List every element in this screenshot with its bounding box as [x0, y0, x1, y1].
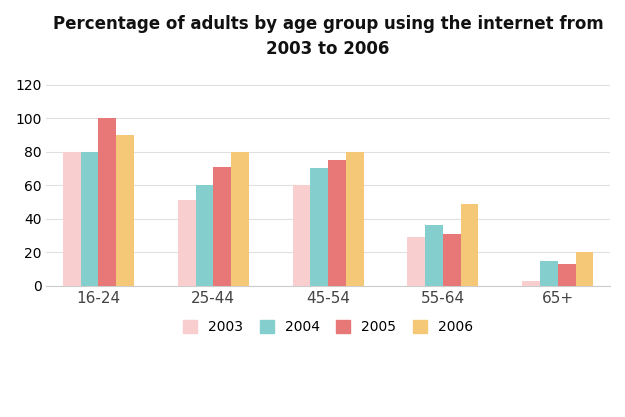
- Bar: [63, 152, 81, 286]
- Legend: 2003, 2004, 2005, 2006: 2003, 2004, 2005, 2006: [177, 314, 479, 340]
- Bar: [116, 135, 134, 286]
- Bar: [576, 252, 593, 286]
- Bar: [196, 185, 213, 286]
- Bar: [540, 261, 558, 286]
- Bar: [443, 234, 461, 286]
- Bar: [522, 281, 540, 286]
- Title: Percentage of adults by age group using the internet from
2003 to 2006: Percentage of adults by age group using …: [52, 15, 604, 58]
- Bar: [311, 168, 328, 286]
- Bar: [81, 152, 98, 286]
- Bar: [346, 152, 364, 286]
- Bar: [231, 152, 249, 286]
- Bar: [425, 225, 443, 286]
- Bar: [213, 167, 231, 286]
- Bar: [98, 118, 116, 286]
- Bar: [558, 264, 576, 286]
- Bar: [328, 160, 346, 286]
- Bar: [408, 237, 425, 286]
- Bar: [177, 200, 196, 286]
- Bar: [292, 185, 311, 286]
- Bar: [461, 203, 479, 286]
